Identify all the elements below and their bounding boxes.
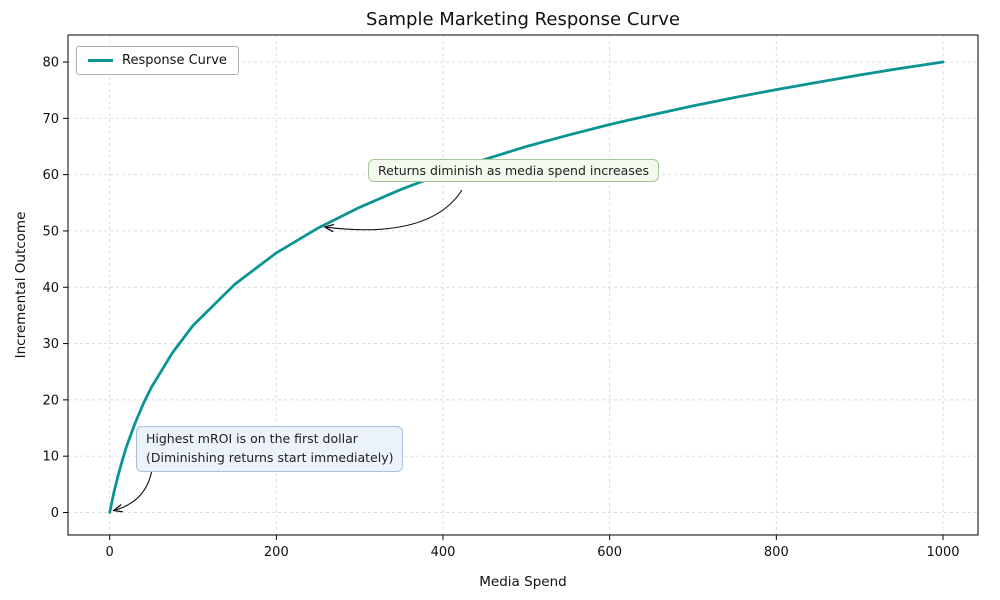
legend: Response Curve — [76, 46, 239, 75]
y-tick-label: 70 — [42, 112, 59, 127]
x-axis-label: Media Spend — [479, 574, 567, 590]
y-tick-label: 80 — [42, 56, 59, 71]
y-tick-label: 0 — [51, 506, 59, 521]
x-tick-label: 200 — [264, 545, 289, 560]
y-tick-label: 10 — [42, 450, 59, 465]
x-tick-label: 400 — [431, 545, 456, 560]
x-tick-label: 800 — [764, 545, 789, 560]
plot-frame — [67, 34, 979, 536]
y-tick-label: 40 — [42, 281, 59, 296]
legend-line-swatch — [88, 59, 113, 62]
y-tick-label: 30 — [42, 337, 59, 352]
y-axis-label: Incremental Outcome — [13, 211, 29, 359]
legend-label: Response Curve — [122, 53, 227, 68]
x-tick-label: 1000 — [926, 545, 959, 560]
y-tick-label: 60 — [42, 168, 59, 183]
response-curve-line — [108, 60, 945, 514]
annotation-arrow-diminishing-returns — [325, 189, 463, 230]
y-tick-label: 50 — [42, 224, 59, 239]
chart-title: Sample Marketing Response Curve — [366, 9, 680, 30]
x-tick-label: 0 — [106, 545, 114, 560]
annotation-diminishing-returns: Returns diminish as media spend increase… — [368, 159, 660, 182]
annotation-arrow-first-dollar — [114, 469, 153, 511]
x-tick-label: 600 — [597, 545, 622, 560]
y-tick-label: 20 — [42, 393, 59, 408]
annotation-first-dollar: Highest mROI is on the first dollar (Dim… — [136, 426, 404, 472]
